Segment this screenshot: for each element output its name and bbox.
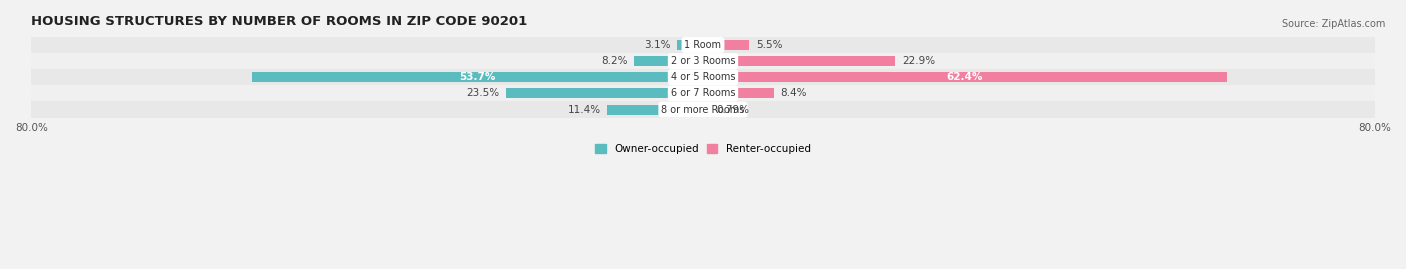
Bar <box>31 101 1375 118</box>
Bar <box>676 40 703 50</box>
Bar <box>506 89 703 98</box>
Bar <box>607 105 703 115</box>
Bar <box>703 89 773 98</box>
Bar <box>703 40 749 50</box>
Bar <box>31 37 1375 53</box>
Text: 3.1%: 3.1% <box>644 40 671 50</box>
Bar <box>634 56 703 66</box>
Bar <box>703 56 896 66</box>
Bar <box>31 85 1375 101</box>
Text: 8.2%: 8.2% <box>600 56 627 66</box>
Text: 5.5%: 5.5% <box>756 40 782 50</box>
Text: 23.5%: 23.5% <box>465 89 499 98</box>
Bar <box>31 69 1375 85</box>
Bar <box>703 72 1227 82</box>
Text: 11.4%: 11.4% <box>568 105 600 115</box>
Bar <box>252 72 703 82</box>
Text: 62.4%: 62.4% <box>946 72 983 82</box>
Bar <box>31 53 1375 69</box>
Bar <box>703 105 710 115</box>
Text: 22.9%: 22.9% <box>903 56 935 66</box>
Legend: Owner-occupied, Renter-occupied: Owner-occupied, Renter-occupied <box>591 140 815 158</box>
Text: HOUSING STRUCTURES BY NUMBER OF ROOMS IN ZIP CODE 90201: HOUSING STRUCTURES BY NUMBER OF ROOMS IN… <box>31 15 527 28</box>
Text: 4 or 5 Rooms: 4 or 5 Rooms <box>671 72 735 82</box>
Text: 53.7%: 53.7% <box>460 72 496 82</box>
Text: 1 Room: 1 Room <box>685 40 721 50</box>
Text: 8 or more Rooms: 8 or more Rooms <box>661 105 745 115</box>
Text: 6 or 7 Rooms: 6 or 7 Rooms <box>671 89 735 98</box>
Text: 0.79%: 0.79% <box>716 105 749 115</box>
Text: 2 or 3 Rooms: 2 or 3 Rooms <box>671 56 735 66</box>
Text: 8.4%: 8.4% <box>780 89 807 98</box>
Text: Source: ZipAtlas.com: Source: ZipAtlas.com <box>1281 19 1385 29</box>
